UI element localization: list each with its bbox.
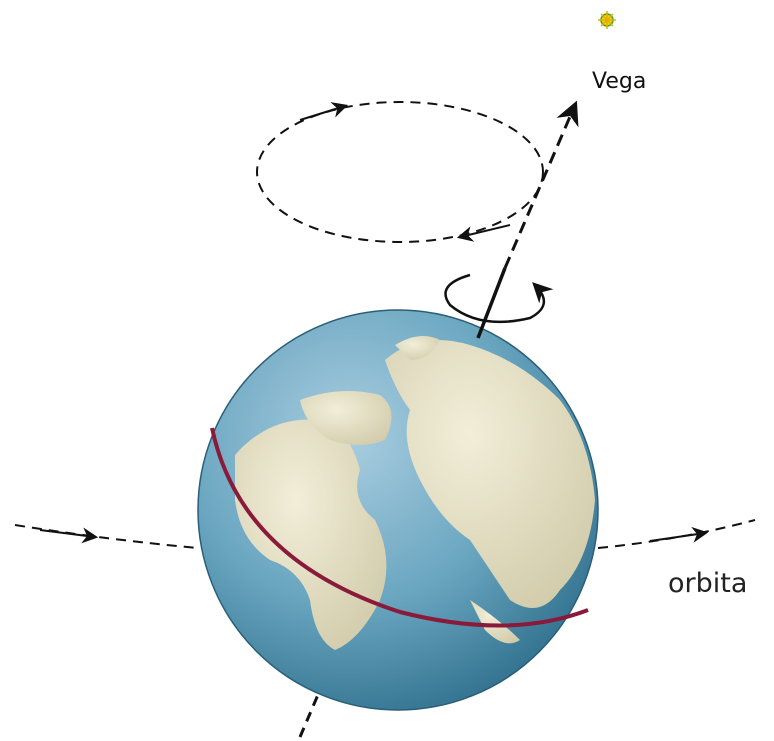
orbit-right <box>597 519 756 549</box>
orbit-left <box>14 524 199 549</box>
precession-arrow <box>456 224 511 242</box>
star-icon <box>598 11 616 29</box>
globe-outline <box>197 309 599 711</box>
continents <box>235 336 595 650</box>
rotation-arrow <box>444 273 554 324</box>
precession-arrow <box>299 102 349 121</box>
precession-path <box>256 101 544 243</box>
axis-dashed <box>503 100 579 269</box>
equator <box>210 427 589 628</box>
orbit-arrow <box>649 526 709 543</box>
axis-solid <box>476 267 507 339</box>
orbit-arrow <box>39 527 99 544</box>
star-label: Vega <box>592 69 646 94</box>
orbit-label: orbita <box>668 568 747 599</box>
axis-lower <box>298 689 322 738</box>
